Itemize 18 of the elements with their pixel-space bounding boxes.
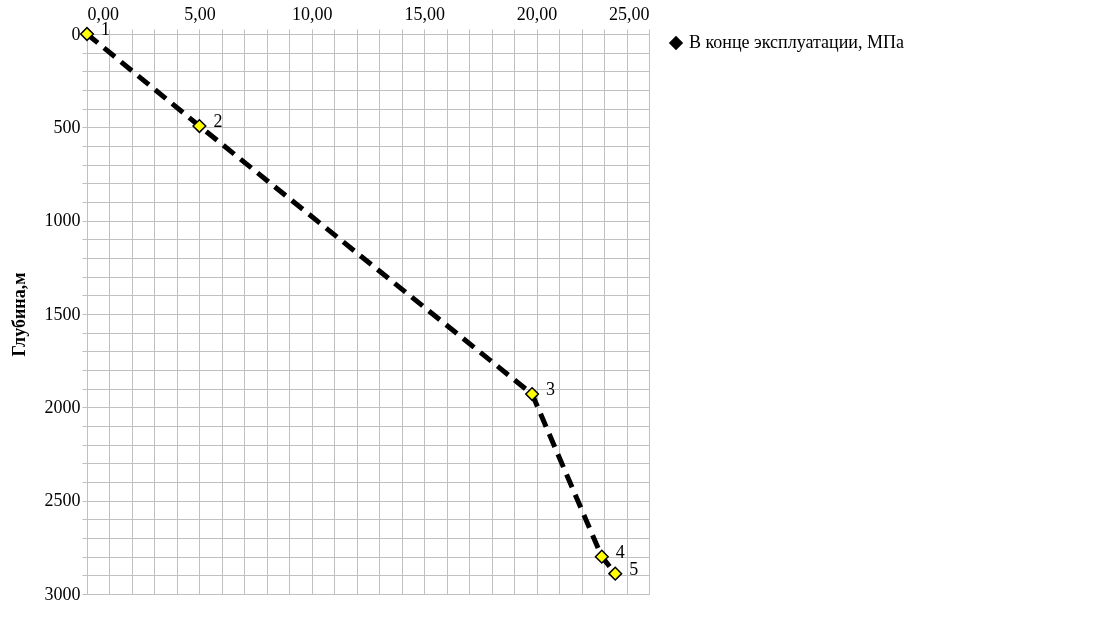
y-tick-label: 1500	[44, 303, 81, 324]
annotation: 2	[213, 111, 223, 132]
annotation: 4	[615, 541, 625, 562]
y-tick-label: 3000	[44, 583, 81, 604]
x-tick-label: 10,00	[292, 3, 333, 24]
annotation: 5	[629, 558, 639, 579]
x-tick-label: 15,00	[404, 3, 445, 24]
y-tick-label: 2500	[44, 490, 81, 511]
y-tick-label: 1000	[44, 210, 81, 231]
annotation: 3	[546, 379, 556, 400]
x-tick-label: 5,00	[184, 3, 216, 24]
y-tick-label: 2000	[44, 396, 81, 417]
legend-label: В конце эксплуатации, МПа	[689, 32, 904, 52]
y-axis-title: Глубина,м	[8, 272, 29, 357]
x-tick-label: 20,00	[516, 3, 558, 24]
y-tick-label: 500	[53, 116, 81, 137]
x-tick-label: 25,00	[609, 3, 650, 24]
y-tick-label: 0	[71, 23, 81, 44]
